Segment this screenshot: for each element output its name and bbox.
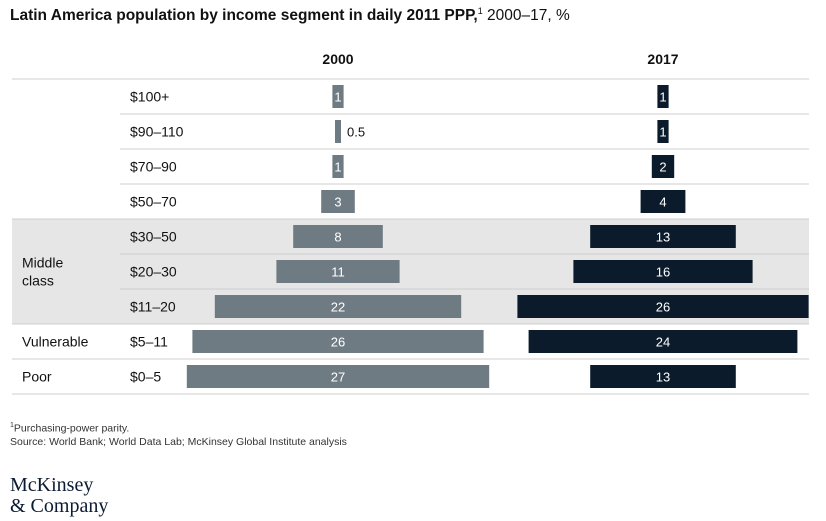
ppp-footnote-text: Purchasing-power parity. — [13, 422, 130, 435]
bar-2000 — [186, 365, 490, 388]
logo-line-1: McKinsey — [10, 474, 94, 496]
bar-value-label: 11 — [331, 265, 345, 280]
bar-2017 — [657, 120, 669, 143]
income-segment-chart: 2000 2017 Middle class Vulnerable Poor $100+ $9… — [12, 51, 809, 395]
bar-value-label: 4 — [659, 195, 666, 210]
bar-value-label: 1 — [659, 90, 666, 105]
group-label-line: Vulnerable — [22, 334, 89, 350]
category-label: $50–70 — [130, 194, 177, 210]
bar-2017 — [640, 190, 686, 213]
bar-2017 — [590, 225, 736, 248]
bar-2017 — [657, 85, 669, 108]
category-label: $20–30 — [130, 264, 177, 280]
bar-value-label: 26 — [656, 300, 670, 315]
category-label: $5–11 — [130, 334, 168, 350]
bar-2000 — [321, 190, 355, 213]
category-label: $11–20 — [130, 299, 176, 315]
series-header-2000: 2000 — [322, 51, 353, 67]
bar-value-label: 26 — [331, 335, 345, 350]
bar-value-label: 1 — [334, 90, 341, 105]
logo-line-2: & Company — [10, 495, 109, 517]
bar-value-label: 16 — [656, 265, 670, 280]
bar-value-label: 3 — [334, 195, 341, 210]
bar-2017 — [517, 295, 809, 318]
category-label: $0–5 — [130, 369, 161, 385]
bar-2000 — [332, 155, 344, 178]
group-label-line: Middle — [22, 255, 63, 271]
footnotes: 1Purchasing-power parity. Source: World … — [10, 419, 347, 449]
bar-2000 — [332, 85, 344, 108]
bar-value-label: 1 — [334, 160, 341, 175]
bar-value-label: 27 — [331, 370, 345, 385]
group-label-3: Poor — [22, 369, 52, 385]
bar-2000 — [192, 330, 484, 353]
series-header-2017: 2017 — [647, 51, 678, 67]
bar-2017 — [651, 155, 675, 178]
bar-value-label: 13 — [656, 370, 670, 385]
bar-value-label: 1 — [659, 125, 666, 140]
title-footnote-mark: 1 — [477, 6, 483, 16]
source-note: Source: World Bank; World Data Lab; McKi… — [10, 435, 347, 448]
ppp-footnote: 1Purchasing-power parity. — [10, 419, 347, 436]
category-label: $70–90 — [130, 159, 177, 175]
bar-value-label: 24 — [656, 335, 670, 350]
bar-2000 — [276, 260, 400, 283]
mckinsey-logo: McKinsey & Company — [10, 475, 108, 517]
category-label: $90–110 — [130, 124, 184, 140]
bar-value-label: 2 — [659, 160, 666, 175]
bar-value-label: 13 — [656, 230, 670, 245]
bar-2000 — [293, 225, 383, 248]
bar-2000 — [335, 120, 341, 143]
bar-value-label: 8 — [334, 230, 341, 245]
category-label: $30–50 — [130, 229, 177, 245]
chart-title: Latin America population by income segme… — [10, 6, 570, 25]
bar-value-label: 0.5 — [347, 125, 365, 140]
group-label-2: Vulnerable — [22, 334, 89, 350]
group-label-line: Poor — [22, 369, 52, 385]
ppp-footnote-mark: 1 — [10, 422, 14, 429]
group-label-1: Middle class — [22, 255, 63, 289]
bar-2017 — [573, 260, 753, 283]
group-label-line: class — [22, 273, 54, 289]
bar-2017 — [590, 365, 736, 388]
bar-value-label: 22 — [331, 300, 345, 315]
chart-title-range: 2000–17, % — [482, 7, 570, 25]
chart-title-main: Latin America population by income segme… — [10, 7, 478, 25]
bar-2017 — [528, 330, 798, 353]
bar-2000 — [214, 295, 462, 318]
category-label: $100+ — [130, 89, 169, 105]
